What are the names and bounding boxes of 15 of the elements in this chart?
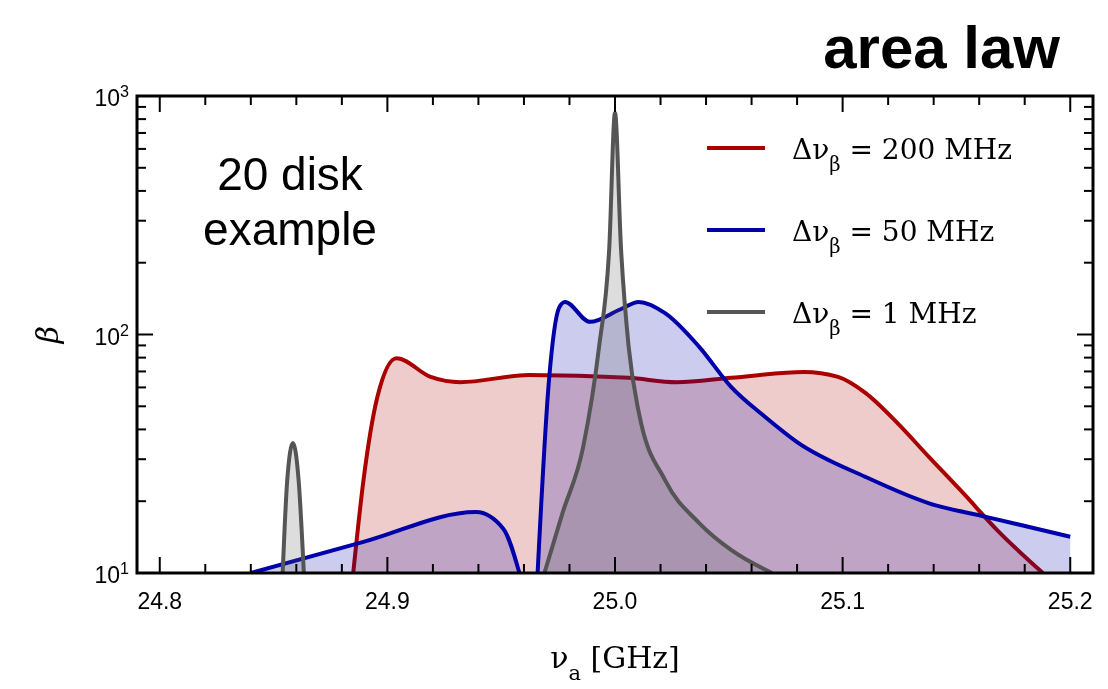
y-tick-label: 10$^{3}$	[94, 82, 130, 111]
x-tick-label: 24.9	[365, 588, 410, 614]
chart-title: area law	[823, 14, 1061, 81]
x-tick-label: 25.0	[592, 588, 638, 614]
annotation: 20 disk example	[203, 148, 377, 255]
y-tick-label: 10$^{2}$	[94, 320, 130, 350]
y-axis-title: β	[30, 325, 65, 345]
y-tick-label: 10$^{1}$	[94, 559, 130, 588]
x-tick-label: 25.2	[1047, 588, 1093, 614]
legend-label: Δν$_{β}$ = 50 MHz	[792, 215, 995, 258]
legend-label: Δν$_{β}$ = 200 MHz	[792, 133, 1013, 176]
x-tick-label: 24.8	[137, 588, 183, 614]
x-tick-label: 25.1	[820, 588, 865, 614]
legend-label: Δν$_{β}$ = 1 MHz	[792, 297, 977, 340]
x-axis-title: ν$_{a}$ [GHz]	[550, 640, 680, 685]
